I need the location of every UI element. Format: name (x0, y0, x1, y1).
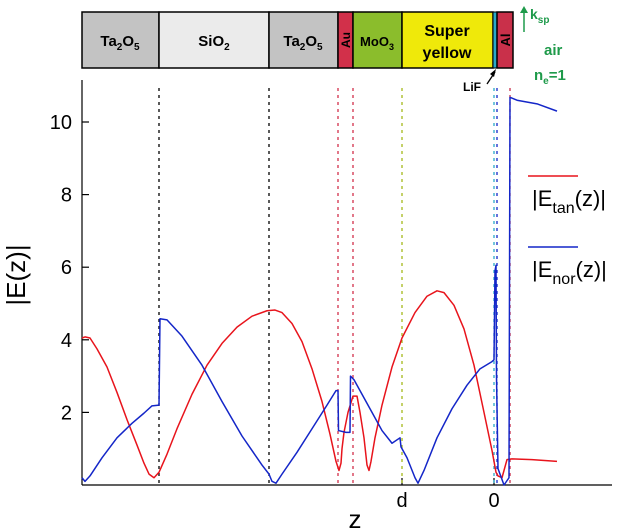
layer-sio2 (158, 11, 270, 69)
legend-label-tan: |Etan(z)| (532, 186, 606, 217)
interface-lines (158, 88, 511, 485)
series-line-nor (81, 96, 558, 486)
layer-stack: Ta2O5 SiO2 Ta2O5 Au MoO3 Super yellow Al… (81, 6, 566, 94)
legend-label-nor: |Enor(z)| (532, 257, 607, 288)
layer-label-moo3: MoO3 (360, 34, 394, 52)
layer-label-al: Al (498, 34, 513, 47)
y-axis-label: |E(z)| (1, 244, 31, 305)
x-tick-label: 0 (488, 490, 499, 512)
layer-label-super-line2: yellow (423, 45, 472, 62)
layer-label-ta2o5-left: Ta2O5 (100, 33, 140, 53)
y-tick-label: 4 (61, 330, 72, 352)
ksp-arrow-head (520, 6, 528, 13)
y-ticks: 2 4 6 8 10 (50, 112, 89, 424)
layer-label-super-line1: Super (424, 23, 469, 40)
series-group (81, 96, 558, 486)
layer-label-sio2: SiO2 (198, 33, 230, 53)
y-tick-label: 8 (61, 185, 72, 207)
series-line-tan (81, 290, 558, 479)
layer-label-au: Au (339, 32, 353, 48)
legend: |Etan(z)| |Enor(z)| (528, 175, 607, 288)
y-tick-label: 6 (61, 257, 72, 279)
lif-arrow-head (490, 69, 496, 77)
layer-ta2o5-right (268, 11, 339, 69)
y-tick-label: 2 (61, 402, 72, 424)
x-tick-label: d (396, 490, 407, 512)
ne-label: ne=1 (534, 67, 566, 87)
air-label: air (544, 42, 563, 59)
x-axis-label: z (349, 504, 362, 531)
layer-super-yellow (401, 11, 494, 69)
layer-ta2o5-left (81, 11, 160, 69)
ksp-label: ksp (530, 6, 549, 26)
layer-moo3 (352, 11, 403, 69)
lif-label: LiF (463, 80, 481, 94)
layer-label-ta2o5-right: Ta2O5 (283, 33, 323, 53)
y-tick-label: 10 (50, 112, 72, 134)
layer-al (496, 11, 514, 69)
